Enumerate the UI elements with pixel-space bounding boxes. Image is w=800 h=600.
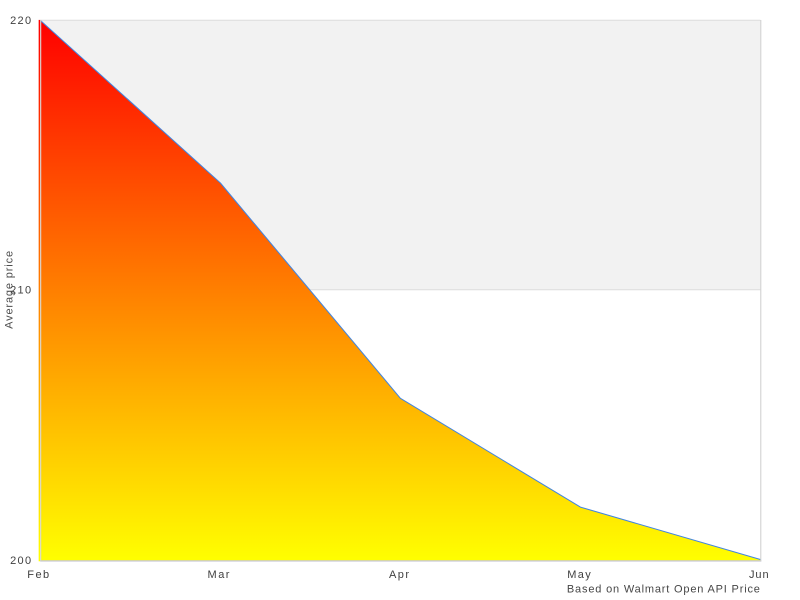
svg-text:May: May (567, 569, 591, 581)
svg-text:Feb: Feb (27, 569, 49, 581)
svg-text:Jun: Jun (749, 569, 769, 581)
svg-text:Apr: Apr (389, 569, 409, 581)
svg-text:Mar: Mar (208, 569, 230, 581)
svg-text:210: 210 (10, 285, 31, 297)
svg-text:Based on Walmart Open API Pric: Based on Walmart Open API Price (567, 583, 760, 595)
svg-text:Average price: Average price (3, 251, 15, 329)
svg-text:200: 200 (10, 555, 31, 567)
svg-text:220: 220 (10, 15, 31, 27)
